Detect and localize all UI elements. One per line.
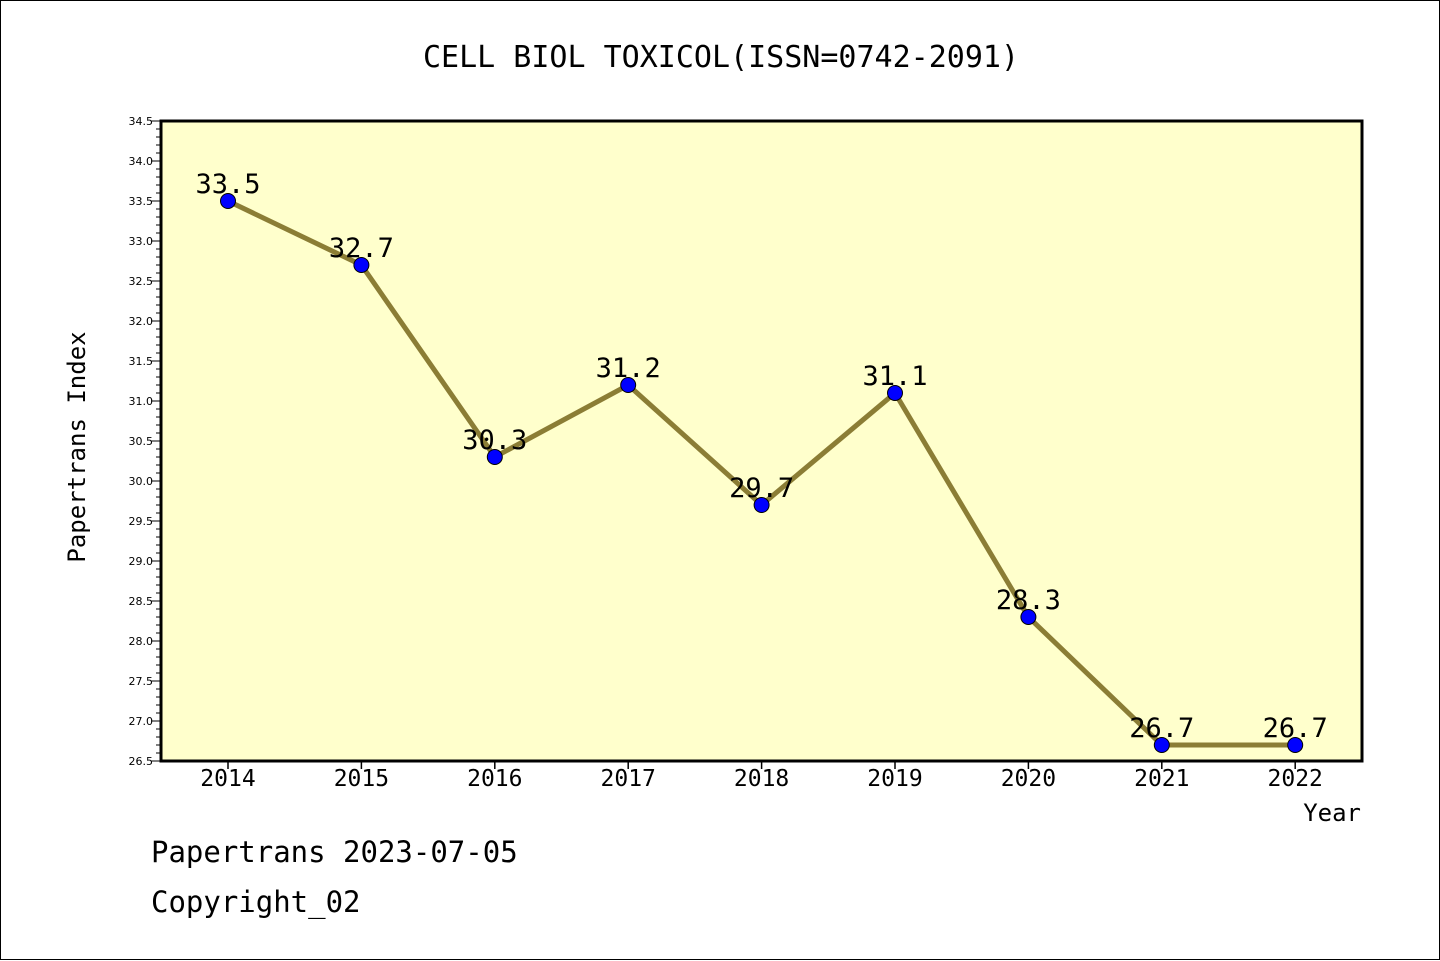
y-tick-label: 34.5: [129, 115, 154, 128]
data-label: 31.1: [862, 361, 927, 392]
data-point: [353, 257, 370, 273]
y-tick-label: 27.0: [129, 715, 154, 728]
y-tick-label: 28.5: [129, 595, 154, 608]
data-label: 28.3: [996, 585, 1061, 616]
footer-stamp: Papertrans 2023-07-05: [151, 835, 518, 869]
footer-copyright: Copyright_02: [151, 885, 361, 919]
chart-title: CELL BIOL TOXICOL(ISSN=0742-2091): [423, 40, 1019, 75]
x-axis: 2014 2015 2016 2017 2018 2019 2020 2021 2022: [200, 761, 1323, 792]
x-tick-label: 2019: [867, 766, 922, 792]
y-tick-label: 28.0: [129, 635, 154, 648]
data-label: 26.7: [1129, 713, 1194, 744]
y-tick-label: 31.5: [129, 355, 154, 368]
x-tick-label: 2018: [734, 766, 789, 792]
x-tick-label: 2016: [467, 766, 522, 792]
x-tick-label: 2015: [334, 766, 389, 792]
data-label: 31.2: [596, 353, 661, 384]
y-tick-label: 31.0: [129, 395, 154, 408]
x-tick-label: 2020: [1001, 766, 1056, 792]
data-label: 32.7: [329, 233, 394, 264]
data-point: [887, 385, 903, 401]
y-axis-label: Papertrans Index: [63, 331, 91, 562]
data-label: 29.7: [729, 473, 794, 504]
data-point: [753, 497, 770, 513]
x-tick-label: 2017: [601, 766, 656, 792]
data-label: 30.3: [462, 425, 527, 456]
x-axis-label: Year: [1303, 799, 1361, 827]
y-tick-label: 33.0: [129, 235, 154, 248]
y-tick-label: 34.0: [129, 155, 154, 168]
data-point: [620, 377, 637, 393]
data-point: [220, 193, 236, 209]
data-labels: 33.5 32.7 30.3 31.2 29.7 31.1 28.3 26.7 26.7: [195, 169, 1327, 744]
plot-area: [159, 119, 1364, 763]
data-label: 26.7: [1263, 713, 1328, 744]
y-tick-label: 32.0: [129, 315, 154, 328]
data-point: [1020, 609, 1037, 625]
series-layer: [220, 193, 1304, 753]
y-tick-label: 32.5: [129, 275, 154, 288]
data-point: [1153, 737, 1170, 753]
data-label: 33.5: [195, 169, 260, 200]
y-tick-label: 30.5: [129, 435, 154, 448]
data-point: [1287, 737, 1304, 753]
y-tick-label: 26.5: [129, 755, 154, 768]
x-tick-label: 2021: [1134, 766, 1189, 792]
y-tick-label: 33.5: [129, 195, 154, 208]
y-tick-label: 29.0: [129, 555, 154, 568]
y-tick-label: 27.5: [129, 675, 154, 688]
y-tick-label: 29.5: [129, 515, 154, 528]
x-tick-label: 2022: [1268, 766, 1323, 792]
data-point: [486, 449, 503, 465]
y-axis: 26.5 27.0 27.5 28.0 28.5 29.0 29.5 30.0 30.5 31.0…: [129, 115, 161, 768]
y-tick-label: 30.0: [129, 475, 154, 488]
x-tick-label: 2014: [200, 766, 255, 792]
